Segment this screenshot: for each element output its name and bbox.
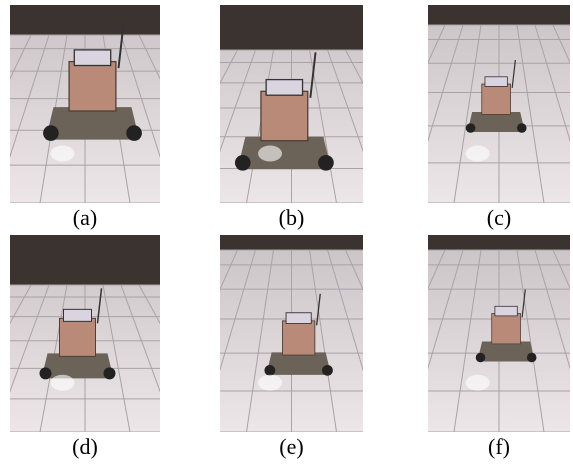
panel-label: (c): [428, 205, 570, 231]
background-furniture: [10, 235, 160, 285]
background-furniture: [10, 5, 160, 35]
background-furniture: [220, 5, 363, 50]
photo: [428, 5, 570, 203]
photo-panel: (b): [220, 5, 363, 203]
photo: [220, 235, 363, 432]
photo-panel: (a): [10, 5, 160, 203]
photo: [10, 5, 160, 203]
panel-label: (f): [428, 434, 570, 460]
panel-label: (b): [220, 205, 363, 231]
figure: (a) (b) (c) (d) (e) (f): [0, 0, 573, 464]
background-furniture: [220, 235, 363, 250]
photo: [10, 235, 160, 432]
reflection: [466, 146, 490, 162]
photo: [220, 5, 363, 203]
reflection: [258, 375, 282, 391]
panel-label: (e): [220, 434, 363, 460]
reflection: [466, 375, 490, 391]
reflection: [51, 146, 75, 162]
panel-label: (a): [10, 205, 160, 231]
photo-panel: (d): [10, 235, 160, 432]
background-furniture: [428, 235, 570, 250]
panel-label: (d): [10, 434, 160, 460]
background-furniture: [428, 5, 570, 25]
photo-panel: (f): [428, 235, 570, 432]
photo-panel: (c): [428, 5, 570, 203]
reflection: [51, 375, 75, 391]
photo-panel: (e): [220, 235, 363, 432]
reflection: [258, 146, 282, 162]
photo: [428, 235, 570, 432]
